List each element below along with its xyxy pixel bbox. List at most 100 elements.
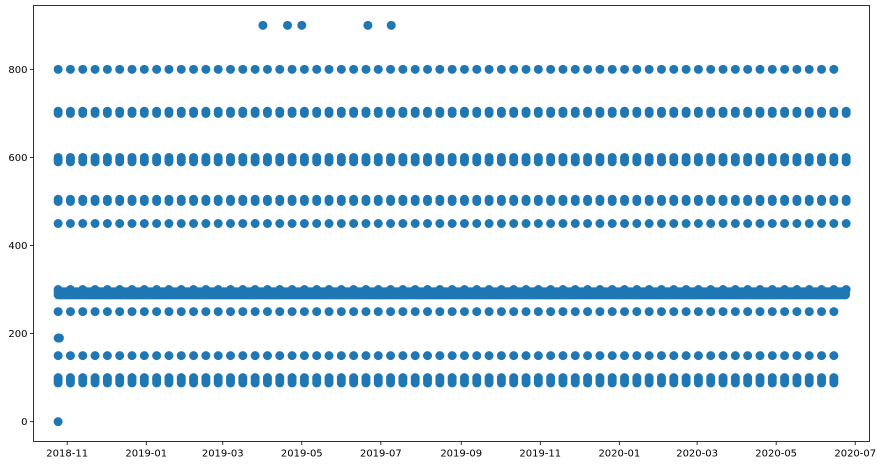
- data-point: [804, 378, 814, 388]
- data-point: [730, 219, 740, 228]
- data-point: [829, 157, 839, 167]
- data-point: [743, 196, 753, 206]
- data-point: [65, 219, 75, 228]
- data-point: [275, 351, 285, 361]
- data-point: [730, 64, 740, 74]
- data-point: [410, 196, 420, 206]
- y-tick-label: 400: [8, 241, 27, 252]
- data-point: [287, 64, 297, 74]
- data-point: [262, 196, 272, 206]
- data-point: [706, 196, 716, 206]
- data-point: [632, 196, 642, 206]
- data-point: [226, 64, 236, 74]
- data-point: [78, 108, 88, 118]
- data-point: [250, 219, 260, 228]
- data-point: [250, 157, 260, 167]
- data-point: [398, 64, 408, 74]
- data-point: [373, 157, 383, 167]
- data-point: [262, 378, 272, 388]
- data-point: [238, 64, 248, 74]
- data-point: [447, 196, 457, 206]
- data-point: [115, 351, 125, 361]
- data-point: [767, 64, 777, 74]
- data-point: [176, 157, 186, 167]
- data-point: [78, 307, 88, 317]
- data-point: [127, 108, 137, 118]
- data-point: [78, 351, 88, 361]
- data-point: [841, 157, 851, 167]
- data-point: [349, 157, 359, 167]
- data-point: [533, 157, 543, 167]
- x-tick-label: 2020-07: [834, 449, 876, 460]
- data-point: [570, 64, 580, 74]
- data-point: [533, 351, 543, 361]
- data-point: [361, 157, 371, 167]
- data-point: [361, 351, 371, 361]
- data-point: [533, 307, 543, 317]
- data-point: [743, 64, 753, 74]
- y-tick-label: 0: [21, 417, 27, 428]
- data-point: [484, 196, 494, 206]
- data-point: [472, 219, 482, 228]
- data-point: [53, 307, 63, 317]
- data-point: [509, 351, 519, 361]
- data-point: [829, 64, 839, 74]
- data-point: [373, 219, 383, 228]
- data-point: [238, 219, 248, 228]
- data-point: [767, 196, 777, 206]
- data-point: [780, 64, 790, 74]
- data-point: [521, 157, 531, 167]
- data-point: [743, 157, 753, 167]
- data-point: [139, 196, 149, 206]
- data-point: [189, 157, 199, 167]
- data-point: [349, 64, 359, 74]
- data-point: [410, 108, 420, 118]
- data-point: [176, 219, 186, 228]
- data-point: [607, 157, 617, 167]
- data-point: [595, 64, 605, 74]
- data-point: [829, 219, 839, 228]
- data-point: [152, 108, 162, 118]
- data-point: [164, 157, 174, 167]
- data-point: [398, 196, 408, 206]
- data-point: [620, 219, 630, 228]
- data-point: [583, 196, 593, 206]
- data-point: [817, 351, 827, 361]
- data-point: [484, 108, 494, 118]
- data-point: [706, 307, 716, 317]
- data-point: [533, 64, 543, 74]
- data-point: [607, 64, 617, 74]
- data-point: [53, 417, 63, 427]
- data-point: [65, 351, 75, 361]
- data-point: [743, 108, 753, 118]
- data-point: [152, 219, 162, 228]
- data-point: [780, 307, 790, 317]
- data-point: [509, 307, 519, 317]
- data-point: [447, 219, 457, 228]
- data-point: [693, 378, 703, 388]
- data-point: [804, 196, 814, 206]
- data-point: [644, 351, 654, 361]
- data-point: [115, 378, 125, 388]
- data-point: [558, 378, 568, 388]
- data-point: [472, 108, 482, 118]
- data-point: [336, 219, 346, 228]
- data-point: [238, 351, 248, 361]
- data-point: [312, 307, 322, 317]
- data-point: [275, 378, 285, 388]
- data-point: [361, 64, 371, 74]
- data-point: [484, 157, 494, 167]
- data-point: [632, 307, 642, 317]
- data-point: [336, 351, 346, 361]
- data-point: [447, 108, 457, 118]
- data-point: [447, 64, 457, 74]
- data-point: [546, 108, 556, 118]
- data-point: [213, 351, 223, 361]
- data-point: [669, 219, 679, 228]
- data-point: [176, 108, 186, 118]
- data-point: [250, 108, 260, 118]
- data-point: [423, 219, 433, 228]
- data-point: [620, 307, 630, 317]
- data-point: [472, 157, 482, 167]
- data-point: [115, 196, 125, 206]
